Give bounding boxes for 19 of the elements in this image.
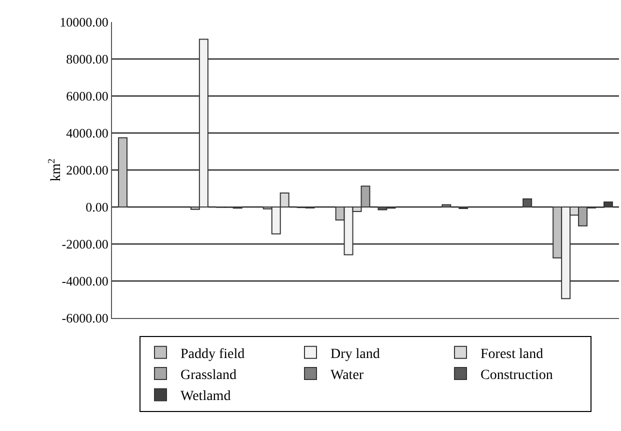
legend-label: Grassland xyxy=(180,368,236,384)
y-tick-label: -4000.00 xyxy=(62,274,108,289)
bar xyxy=(118,137,128,208)
bar xyxy=(522,198,532,208)
y-tick-label: 8000.00 xyxy=(66,52,108,67)
y-tick-label: 10000.00 xyxy=(60,14,108,30)
y-tick-label: 4000.00 xyxy=(66,126,108,141)
legend-label: Dry land xyxy=(330,346,380,362)
legend-label: Forest land xyxy=(480,346,544,362)
legend-label: Wetlamd xyxy=(180,389,231,404)
y-tick-label: -6000.00 xyxy=(62,310,108,326)
y-tick-label: 2000.00 xyxy=(66,162,108,178)
legend-label: Water xyxy=(330,368,364,384)
y-tick-label: 6000.00 xyxy=(66,88,108,104)
y-tick-label: 0.00 xyxy=(86,200,108,215)
y-tick-label: -2000.00 xyxy=(62,236,108,252)
legend-label: Paddy field xyxy=(180,346,245,362)
bar xyxy=(442,204,452,208)
legend-label: Construction xyxy=(480,368,553,384)
